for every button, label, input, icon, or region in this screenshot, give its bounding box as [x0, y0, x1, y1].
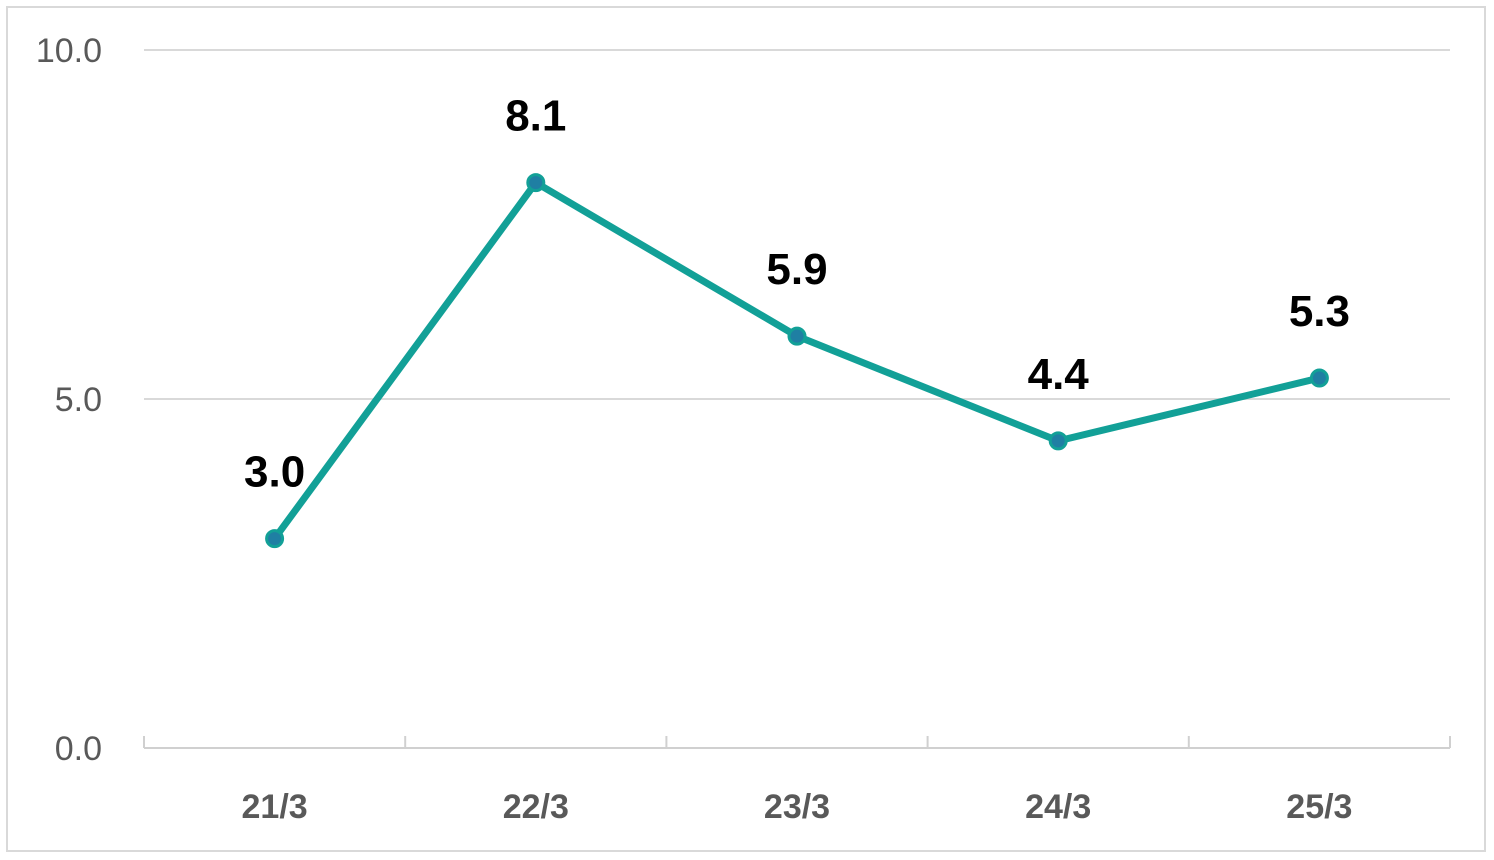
series-line [271, 179, 1323, 543]
chart-frame [6, 6, 1486, 852]
data-label: 5.3 [1289, 287, 1350, 336]
data-labels: 3.0 8.1 5.9 4.4 5.3 [244, 92, 1350, 497]
x-tick-label: 24/3 [1025, 788, 1091, 826]
x-tick-label: 21/3 [242, 788, 308, 826]
x-tick-label: 25/3 [1286, 788, 1352, 826]
data-label: 3.0 [244, 448, 305, 497]
x-tick-label: 23/3 [764, 788, 830, 826]
y-tick-label: 5.0 [55, 381, 102, 419]
data-point-24-3 [1048, 431, 1068, 451]
data-label: 4.4 [1028, 350, 1090, 399]
y-axis-tick-labels: 0.0 5.0 10.0 [36, 32, 102, 768]
data-label: 5.9 [766, 245, 827, 294]
data-point-21-3 [265, 529, 285, 549]
gridlines [144, 49, 1450, 400]
x-axis [143, 736, 1451, 749]
series-markers [265, 173, 1329, 549]
x-tick-label: 22/3 [503, 788, 569, 826]
data-point-22-3 [526, 173, 546, 193]
y-tick-label: 0.0 [55, 730, 102, 768]
series-line-path [271, 179, 1323, 543]
data-point-23-3 [787, 326, 807, 346]
y-tick-label: 10.0 [36, 32, 102, 70]
x-axis-tick-labels: 21/3 22/3 23/3 24/3 25/3 [242, 788, 1353, 826]
data-point-25-3 [1309, 368, 1329, 388]
data-label: 8.1 [505, 92, 566, 141]
